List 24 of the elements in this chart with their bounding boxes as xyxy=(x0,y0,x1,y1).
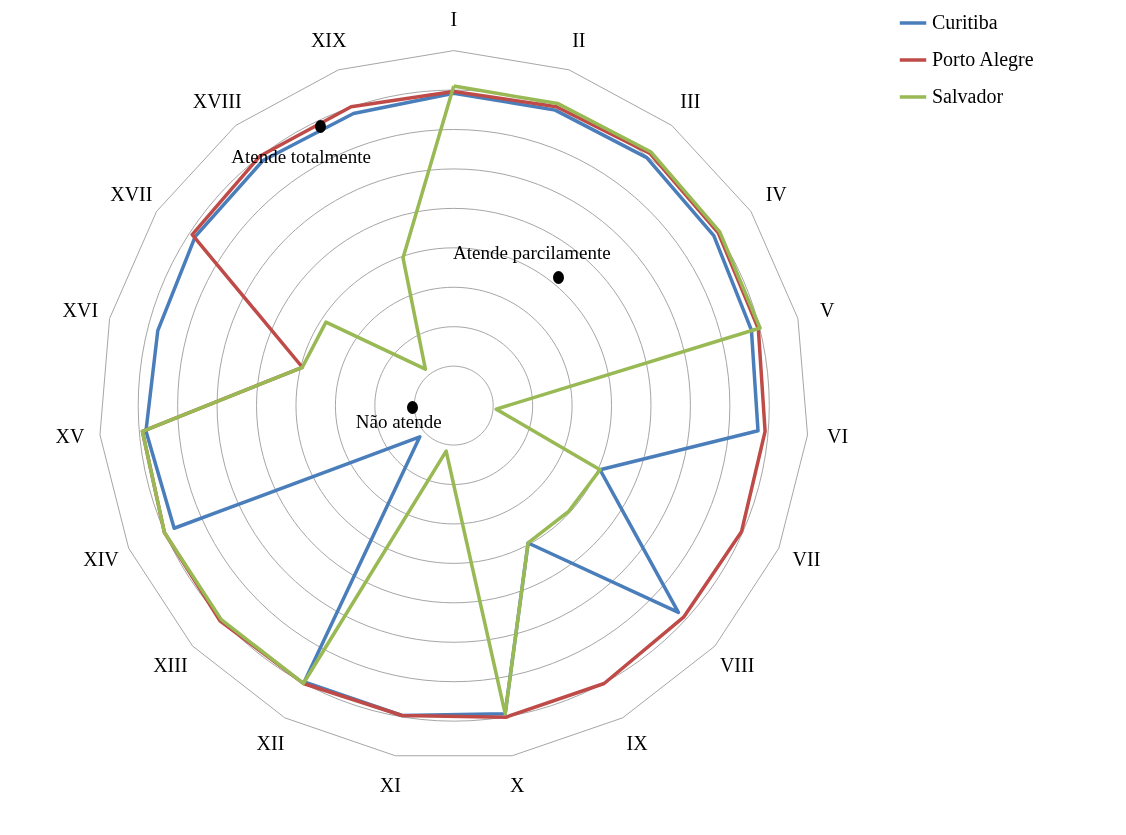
spoke-label: IX xyxy=(626,732,649,755)
spoke-label: XIX xyxy=(310,29,348,52)
spoke-label: II xyxy=(572,29,586,52)
spoke-label: X xyxy=(509,773,525,796)
spoke-label: XIV xyxy=(83,548,120,571)
spoke-label: VI xyxy=(827,425,849,448)
spoke-label: XVIII xyxy=(192,89,242,112)
spoke-label: XVI xyxy=(62,299,99,322)
spoke-label: XV xyxy=(55,425,85,448)
spoke-label: VII xyxy=(792,548,821,571)
legend-label: Curitiba xyxy=(932,11,998,33)
spoke-label: XVII xyxy=(110,182,153,205)
spoke-label: V xyxy=(819,299,835,322)
spoke-label: I xyxy=(450,8,458,31)
text: Atende parcilamente xyxy=(452,241,611,263)
spoke-label: XI xyxy=(379,773,401,796)
legend-label: Porto Alegre xyxy=(932,48,1034,71)
spoke-label: XIII xyxy=(153,654,188,677)
spoke-label: IV xyxy=(765,182,788,205)
spoke-label: XII xyxy=(256,732,285,755)
text: Não atende xyxy=(355,410,442,432)
spoke-label: VIII xyxy=(719,654,755,677)
legend-label: Salvador xyxy=(932,85,1004,107)
spoke-label: III xyxy=(680,89,701,112)
